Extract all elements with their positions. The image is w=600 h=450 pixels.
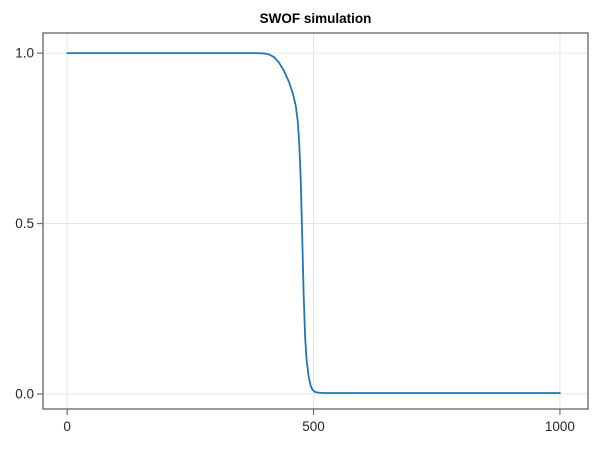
x-tick-label: 500 (302, 419, 325, 434)
x-tick-label: 0 (63, 419, 71, 434)
x-tick-label: 1000 (545, 419, 575, 434)
y-tick-label: 0.5 (15, 216, 34, 231)
y-tick-label: 1.0 (15, 46, 34, 61)
frame-rect (42, 32, 589, 410)
chart-title: SWOF simulation (260, 11, 372, 26)
series-line-saturation-profile (66, 52, 561, 394)
axis-ticks (37, 52, 561, 415)
plot-frame (42, 32, 589, 410)
grid-lines (43, 33, 588, 409)
axis-tick-labels: 0 500 1000 0.0 0.5 1.0 (15, 46, 575, 434)
data-series (66, 52, 561, 394)
y-tick-label: 0.0 (15, 387, 34, 402)
